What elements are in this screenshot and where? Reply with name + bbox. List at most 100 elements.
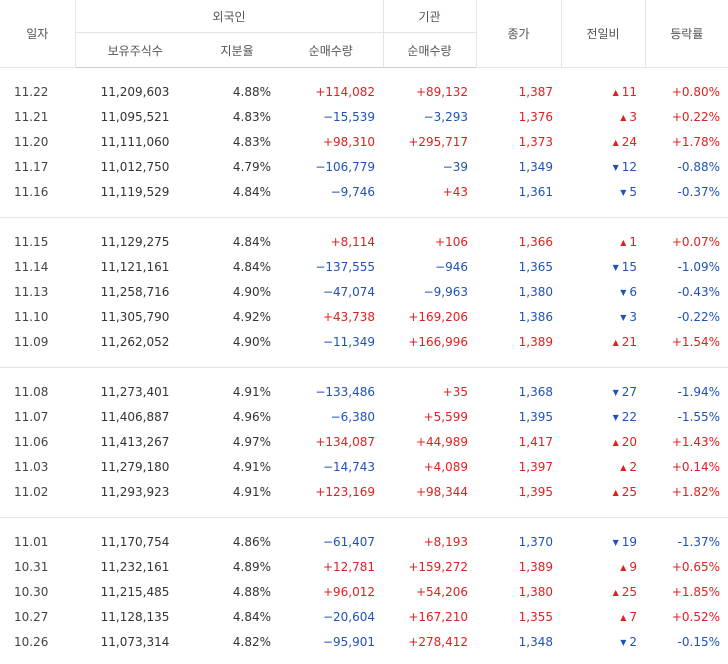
header-change: 전일비 xyxy=(560,0,645,68)
rate-cell: +0.65% xyxy=(671,559,720,574)
change-value: 5 xyxy=(629,184,637,199)
change-cell: ▼ 27 xyxy=(561,379,645,404)
group-divider xyxy=(0,204,728,218)
group-spacer xyxy=(0,368,728,380)
foreign-net-cell: +12,781 xyxy=(322,559,375,574)
share-cell: 4.84% xyxy=(232,609,271,624)
institution-net-cell: +4,089 xyxy=(423,459,468,474)
foreign-net-cell: −15,539 xyxy=(322,109,375,124)
change-cell: ▼ 5 xyxy=(561,179,645,204)
holdings-cell: 11,209,603 xyxy=(100,84,170,99)
rate-cell: -1.55% xyxy=(677,409,720,424)
holdings-cell: 11,232,161 xyxy=(100,559,170,574)
institution-net-cell: +89,132 xyxy=(415,84,468,99)
close-cell: 1,361 xyxy=(518,184,553,199)
table-row: 11.07 11,406,887 4.96% −6,380 +5,599 1,395 ▼ 22… xyxy=(0,404,728,429)
holdings-cell: 11,406,887 xyxy=(100,409,170,424)
date-cell: 11.03 xyxy=(14,459,49,474)
rate-cell: +0.14% xyxy=(671,459,720,474)
foreign-net-cell: +96,012 xyxy=(322,584,375,599)
close-cell: 1,380 xyxy=(518,284,553,299)
down-triangle-icon: ▼ xyxy=(612,162,619,172)
institution-net-cell: −3,293 xyxy=(423,109,468,124)
date-cell: 10.26 xyxy=(14,634,49,649)
holdings-cell: 11,119,529 xyxy=(100,184,170,199)
foreign-net-cell: −6,380 xyxy=(330,409,375,424)
foreign-net-cell: −11,349 xyxy=(322,334,375,349)
holdings-cell: 11,258,716 xyxy=(100,284,170,299)
table-row: 11.15 11,129,275 4.84% +8,114 +106 1,366 ▲ 1 +0.… xyxy=(0,229,728,254)
holdings-cell: 11,128,135 xyxy=(100,609,170,624)
change-cell: ▼ 15 xyxy=(561,254,645,279)
table-row: 10.26 11,073,314 4.82% −95,901 +278,412 1,348… xyxy=(0,629,728,654)
close-cell: 1,348 xyxy=(518,634,553,649)
table-row: 11.02 11,293,923 4.91% +123,169 +98,344 1,395… xyxy=(0,479,728,504)
change-cell: ▲ 9 xyxy=(561,554,645,579)
date-cell: 10.30 xyxy=(14,584,49,599)
change-value: 6 xyxy=(629,284,637,299)
change-value: 25 xyxy=(621,484,637,499)
close-cell: 1,397 xyxy=(518,459,553,474)
holdings-cell: 11,121,161 xyxy=(100,259,170,274)
foreign-net-cell: −95,901 xyxy=(322,634,375,649)
table-body: 11.22 11,209,603 4.88% +114,082 +89,132 1,387… xyxy=(0,68,728,655)
up-triangle-icon: ▲ xyxy=(620,562,627,572)
institution-net-cell: +295,717 xyxy=(408,134,468,149)
share-cell: 4.92% xyxy=(232,309,271,324)
foreign-net-cell: −14,743 xyxy=(322,459,375,474)
table-row: 11.03 11,279,180 4.91% −14,743 +4,089 1,397 ▲ 2… xyxy=(0,454,728,479)
rate-cell: +1.78% xyxy=(671,134,720,149)
share-cell: 4.84% xyxy=(232,234,271,249)
holdings-cell: 11,170,754 xyxy=(100,534,170,549)
rate-cell: -1.37% xyxy=(677,534,720,549)
share-cell: 4.83% xyxy=(232,134,271,149)
group-spacer xyxy=(0,68,728,80)
down-triangle-icon: ▼ xyxy=(620,187,627,197)
close-cell: 1,395 xyxy=(518,484,553,499)
close-cell: 1,395 xyxy=(518,409,553,424)
table-row: 11.08 11,273,401 4.91% −133,486 +35 1,368 ▼ 27 -… xyxy=(0,379,728,404)
up-triangle-icon: ▲ xyxy=(620,462,627,472)
share-cell: 4.83% xyxy=(232,109,271,124)
institution-net-cell: +278,412 xyxy=(408,634,468,649)
table-row: 11.14 11,121,161 4.84% −137,555 −946 1,365 ▼ 15… xyxy=(0,254,728,279)
rate-cell: -0.43% xyxy=(677,284,720,299)
rate-cell: +0.80% xyxy=(671,84,720,99)
holdings-cell: 11,095,521 xyxy=(100,109,170,124)
holdings-cell: 11,073,314 xyxy=(100,634,170,649)
share-cell: 4.84% xyxy=(232,259,271,274)
table-row: 10.27 11,128,135 4.84% −20,604 +167,210 1,355… xyxy=(0,604,728,629)
rate-cell: +1.54% xyxy=(671,334,720,349)
date-cell: 11.17 xyxy=(14,159,49,174)
share-cell: 4.97% xyxy=(232,434,271,449)
close-cell: 1,349 xyxy=(518,159,553,174)
foreign-net-cell: −137,555 xyxy=(315,259,375,274)
change-cell: ▲ 25 xyxy=(561,579,645,604)
change-value: 3 xyxy=(629,109,637,124)
date-cell: 10.27 xyxy=(14,609,49,624)
group-divider xyxy=(0,354,728,368)
share-cell: 4.79% xyxy=(232,159,271,174)
date-cell: 10.31 xyxy=(14,559,49,574)
holdings-cell: 11,413,267 xyxy=(100,434,170,449)
rate-cell: -1.94% xyxy=(677,384,720,399)
close-cell: 1,370 xyxy=(518,534,553,549)
foreign-net-cell: −9,746 xyxy=(330,184,375,199)
institution-net-cell: −39 xyxy=(442,159,468,174)
group-divider xyxy=(0,504,728,518)
change-cell: ▼ 2 xyxy=(561,629,645,654)
change-value: 27 xyxy=(621,384,637,399)
date-cell: 11.08 xyxy=(14,384,49,399)
foreign-net-cell: +114,082 xyxy=(315,84,375,99)
change-value: 2 xyxy=(629,634,637,649)
change-cell: ▼ 12 xyxy=(561,154,645,179)
date-cell: 11.13 xyxy=(14,284,49,299)
table-header: 일자 외국인 기관 종가 전일비 등락률 보유주식수 지분율 순매수량 순매수량 xyxy=(0,0,728,68)
down-triangle-icon: ▼ xyxy=(612,262,619,272)
change-cell: ▼ 3 xyxy=(561,304,645,329)
close-cell: 1,373 xyxy=(518,134,553,149)
change-cell: ▲ 3 xyxy=(561,104,645,129)
date-cell: 11.10 xyxy=(14,309,49,324)
foreign-net-cell: −106,779 xyxy=(315,159,375,174)
rate-cell: +0.52% xyxy=(671,609,720,624)
